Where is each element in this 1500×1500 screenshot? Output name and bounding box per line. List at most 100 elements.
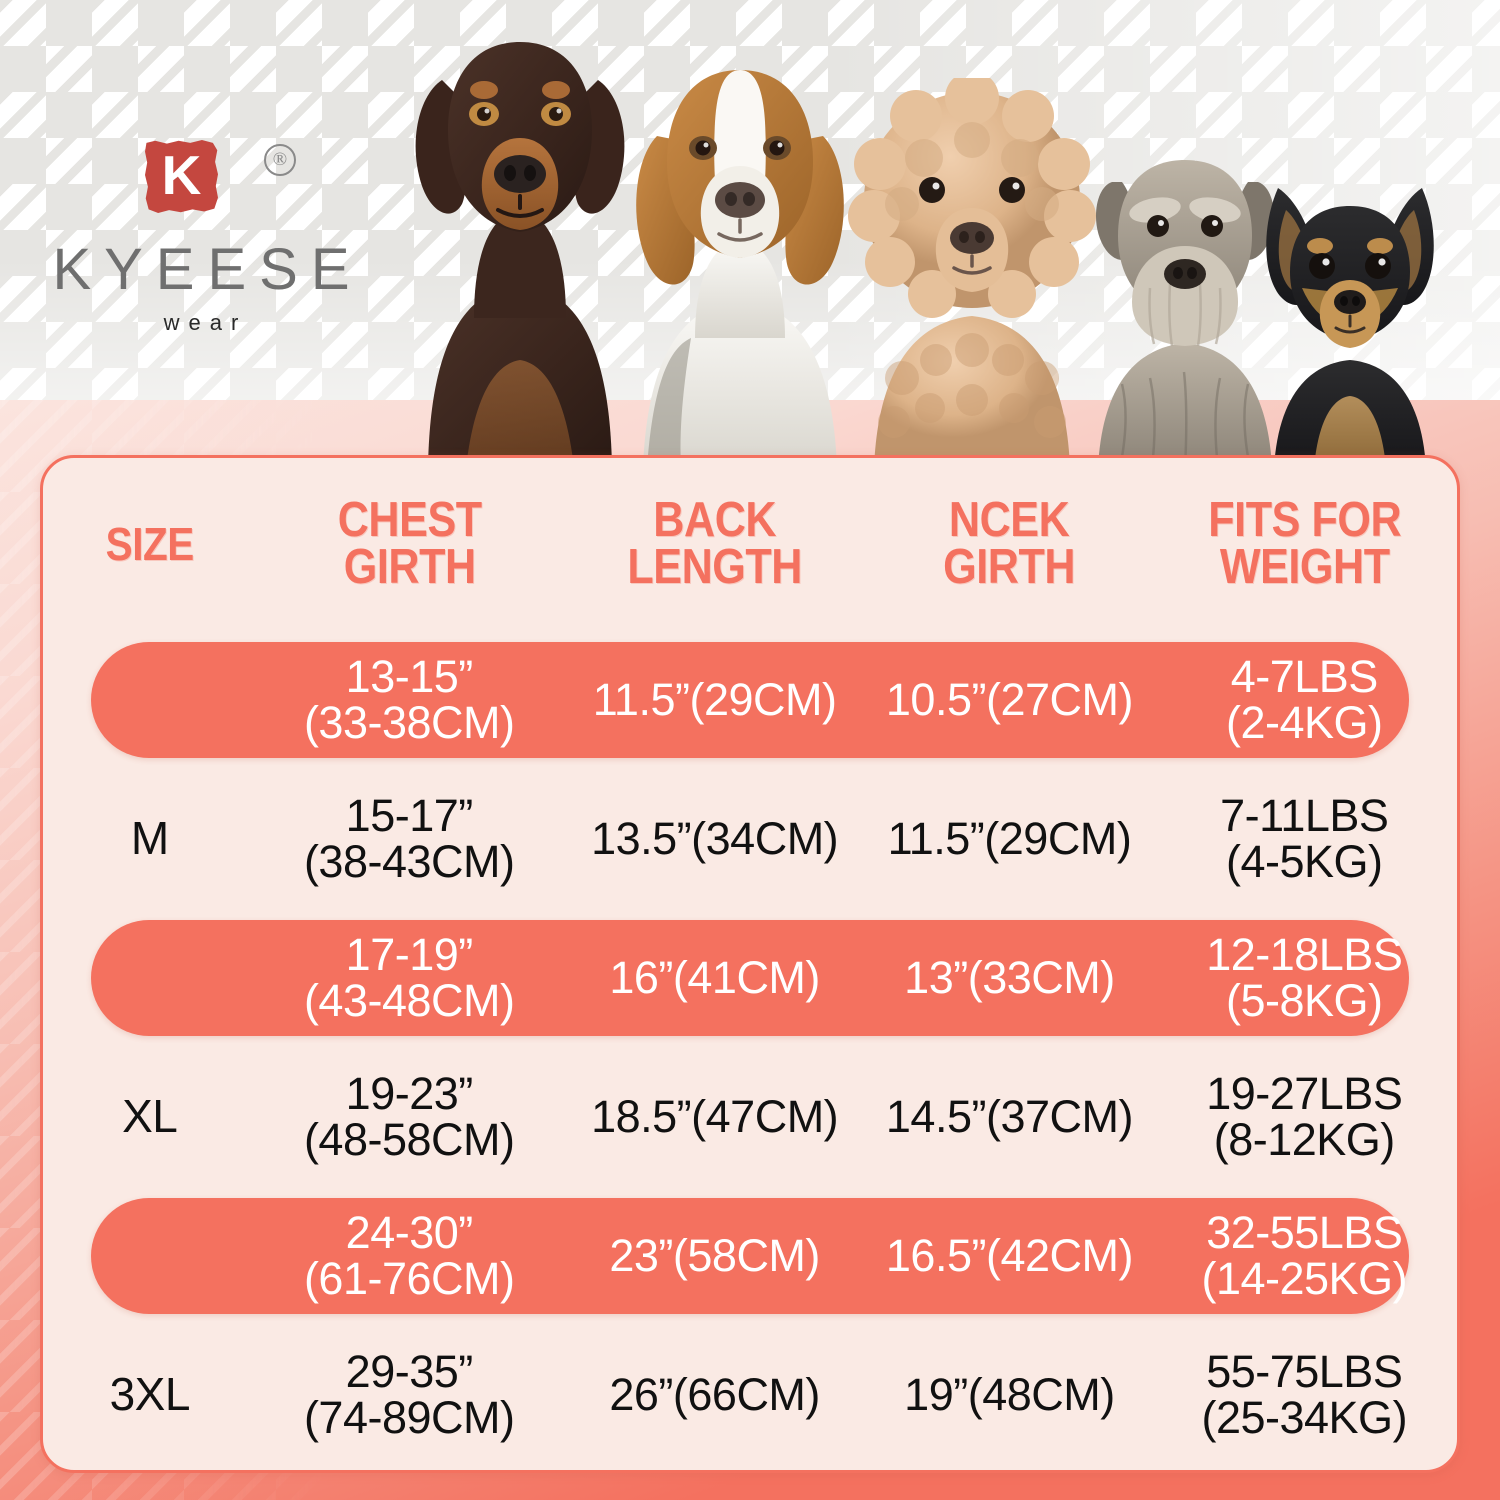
cell-size: 2XL [43, 1186, 1409, 1325]
cell-size-value: L [137, 951, 163, 1004]
cell-neck-girth: 19”(48CM) [867, 1325, 1151, 1464]
cell-back-value: 11.5”(29CM) [592, 673, 837, 725]
cell-fits-for-weight: 4-7LBS (2-4KG) [1152, 630, 1457, 769]
cell-back-length: 11.5”(29CM) [562, 630, 867, 769]
cell-neck-girth: 14.5”(37CM) [867, 1047, 1151, 1186]
table-header-row: SIZE CHEST GIRTH BACK LENGTH NCEK GIRTH [43, 458, 1457, 630]
cell-size-value: 2XL [109, 1229, 191, 1282]
registered-trademark-icon: ® [264, 144, 296, 176]
cell-back-value: 26”(66CM) [609, 1368, 820, 1420]
cell-size: S [43, 630, 1409, 769]
column-header-weight-line2: WEIGHT [1219, 540, 1390, 594]
cell-chest-cm: (74-89CM) [303, 1391, 515, 1443]
cell-chest-inches: 13-15” [345, 650, 474, 702]
cell-size: M [43, 769, 257, 908]
cell-weight-kg: (4-5KG) [1226, 835, 1383, 887]
poodle-photo [832, 78, 1112, 468]
cell-weight-kg: (25-34KG) [1201, 1391, 1408, 1443]
column-header-weight-line1: FITS FOR [1207, 492, 1401, 547]
cell-weight-lbs: 7-11LBS [1220, 789, 1389, 841]
cell-fits-for-weight: 55-75LBS (25-34KG) [1152, 1325, 1457, 1464]
cell-neck-girth: 16.5”(42CM) [867, 1186, 1151, 1325]
cell-weight-kg: (14-25KG) [1201, 1252, 1408, 1304]
cell-chest-girth: 17-19” (43-48CM) [257, 908, 562, 1047]
cell-size: XL [43, 1047, 257, 1186]
table-body: S 13-15” (33-38CM) 11.5”(29CM) 10.5”(27CM) 4-… [43, 630, 1457, 1464]
cell-chest-cm: (38-43CM) [303, 835, 515, 887]
dog-photo-strip [370, 8, 1490, 468]
cell-back-length: 13.5”(34CM) [562, 769, 867, 908]
cell-chest-girth: 29-35” (74-89CM) [257, 1325, 562, 1464]
column-header-back-length: BACK LENGTH [580, 458, 849, 630]
cell-weight-lbs: 4-7LBS [1230, 650, 1379, 702]
brand-logo: K ® KYEESE wear [36, 140, 366, 365]
cell-back-value: 16”(41CM) [609, 951, 820, 1003]
cell-weight-lbs: 32-55LBS [1206, 1206, 1403, 1258]
cell-chest-girth: 15-17” (38-43CM) [257, 769, 562, 908]
cell-weight-kg: (2-4KG) [1226, 696, 1383, 748]
column-header-size-line1: SIZE [105, 517, 195, 570]
brand-tagline: wear [163, 310, 248, 335]
column-header-neck-line1: NCEK [949, 492, 1070, 547]
cell-size-value: S [134, 673, 166, 726]
size-chart-table: SIZE CHEST GIRTH BACK LENGTH NCEK GIRTH [43, 458, 1457, 1464]
table-row: 3XL 29-35” (74-89CM) 26”(66CM) 19”(48CM) 55-7… [43, 1325, 1457, 1464]
column-header-neck-line2: GIRTH [943, 540, 1076, 594]
cell-fits-for-weight: 12-18LBS (5-8KG) [1152, 908, 1457, 1047]
column-header-size: SIZE [56, 458, 244, 630]
cell-weight-lbs: 55-75LBS [1206, 1345, 1403, 1397]
cell-back-value: 23”(58CM) [609, 1229, 820, 1281]
cell-chest-inches: 17-19” [345, 928, 474, 980]
cell-neck-value: 13”(33CM) [904, 951, 1115, 1003]
table-head: SIZE CHEST GIRTH BACK LENGTH NCEK GIRTH [43, 458, 1457, 630]
cell-size-value: M [130, 812, 169, 865]
cell-neck-girth: 13”(33CM) [867, 908, 1151, 1047]
cell-neck-girth: 10.5”(27CM) [867, 630, 1151, 769]
cell-weight-lbs: 19-27LBS [1206, 1067, 1403, 1119]
cell-chest-girth: 24-30” (61-76CM) [257, 1186, 562, 1325]
cell-chest-cm: (61-76CM) [303, 1252, 515, 1304]
cell-weight-kg: (5-8KG) [1226, 974, 1383, 1026]
cell-size-value: XL [122, 1090, 178, 1143]
column-header-chest-line1: CHEST [337, 492, 482, 547]
column-header-back-line2: LENGTH [627, 540, 802, 594]
cell-back-length: 23”(58CM) [562, 1186, 867, 1325]
cell-chest-inches: 19-23” [345, 1067, 474, 1119]
cell-neck-value: 14.5”(37CM) [885, 1090, 1134, 1142]
column-header-chest-girth: CHEST GIRTH [275, 458, 544, 630]
beagle-photo [595, 48, 885, 468]
column-header-neck-girth: NCEK GIRTH [884, 458, 1134, 630]
column-header-back-line1: BACK [653, 492, 777, 547]
logo-letter-k: K [161, 144, 202, 206]
cell-fits-for-weight: 32-55LBS (14-25KG) [1152, 1186, 1457, 1325]
table-row: M 15-17” (38-43CM) 13.5”(34CM) 11.5”(29CM) 7-… [43, 769, 1457, 908]
brand-wordmark: KYEESE [52, 237, 363, 302]
cell-back-length: 16”(41CM) [562, 908, 867, 1047]
cell-neck-girth: 11.5”(29CM) [867, 769, 1151, 908]
cell-fits-for-weight: 19-27LBS (8-12KG) [1152, 1047, 1457, 1186]
column-header-fits-for-weight: FITS FOR WEIGHT [1170, 458, 1439, 630]
cell-neck-value: 10.5”(27CM) [885, 673, 1134, 725]
cell-fits-for-weight: 7-11LBS (4-5KG) [1152, 769, 1457, 908]
cell-weight-lbs: 12-18LBS [1206, 928, 1403, 980]
table-row: 2XL 24-30” (61-76CM) 23”(58CM) 16.5”(42CM) 32… [43, 1186, 1457, 1325]
schnauzer-photo [1060, 138, 1310, 468]
cell-chest-cm: (48-58CM) [303, 1113, 515, 1165]
cell-back-value: 13.5”(34CM) [591, 812, 839, 864]
table-row: L 17-19” (43-48CM) 16”(41CM) 13”(33CM) 12-18L… [43, 908, 1457, 1047]
column-header-chest-line2: GIRTH [343, 540, 476, 594]
cell-chest-girth: 13-15” (33-38CM) [257, 630, 562, 769]
cell-weight-kg: (8-12KG) [1213, 1113, 1396, 1165]
cell-size: L [43, 908, 1409, 1047]
cell-back-length: 26”(66CM) [562, 1325, 867, 1464]
cell-neck-value: 16.5”(42CM) [885, 1229, 1134, 1281]
chihuahua-photo [1230, 168, 1470, 468]
cell-chest-girth: 19-23” (48-58CM) [257, 1047, 562, 1186]
cell-chest-inches: 24-30” [345, 1206, 474, 1258]
cell-chest-inches: 29-35” [345, 1345, 474, 1397]
table-row: XL 19-23” (48-58CM) 18.5”(47CM) 14.5”(37CM) 1… [43, 1047, 1457, 1186]
cell-chest-cm: (43-48CM) [303, 974, 515, 1026]
cell-size: 3XL [43, 1325, 257, 1464]
cell-neck-value: 11.5”(29CM) [887, 812, 1132, 864]
